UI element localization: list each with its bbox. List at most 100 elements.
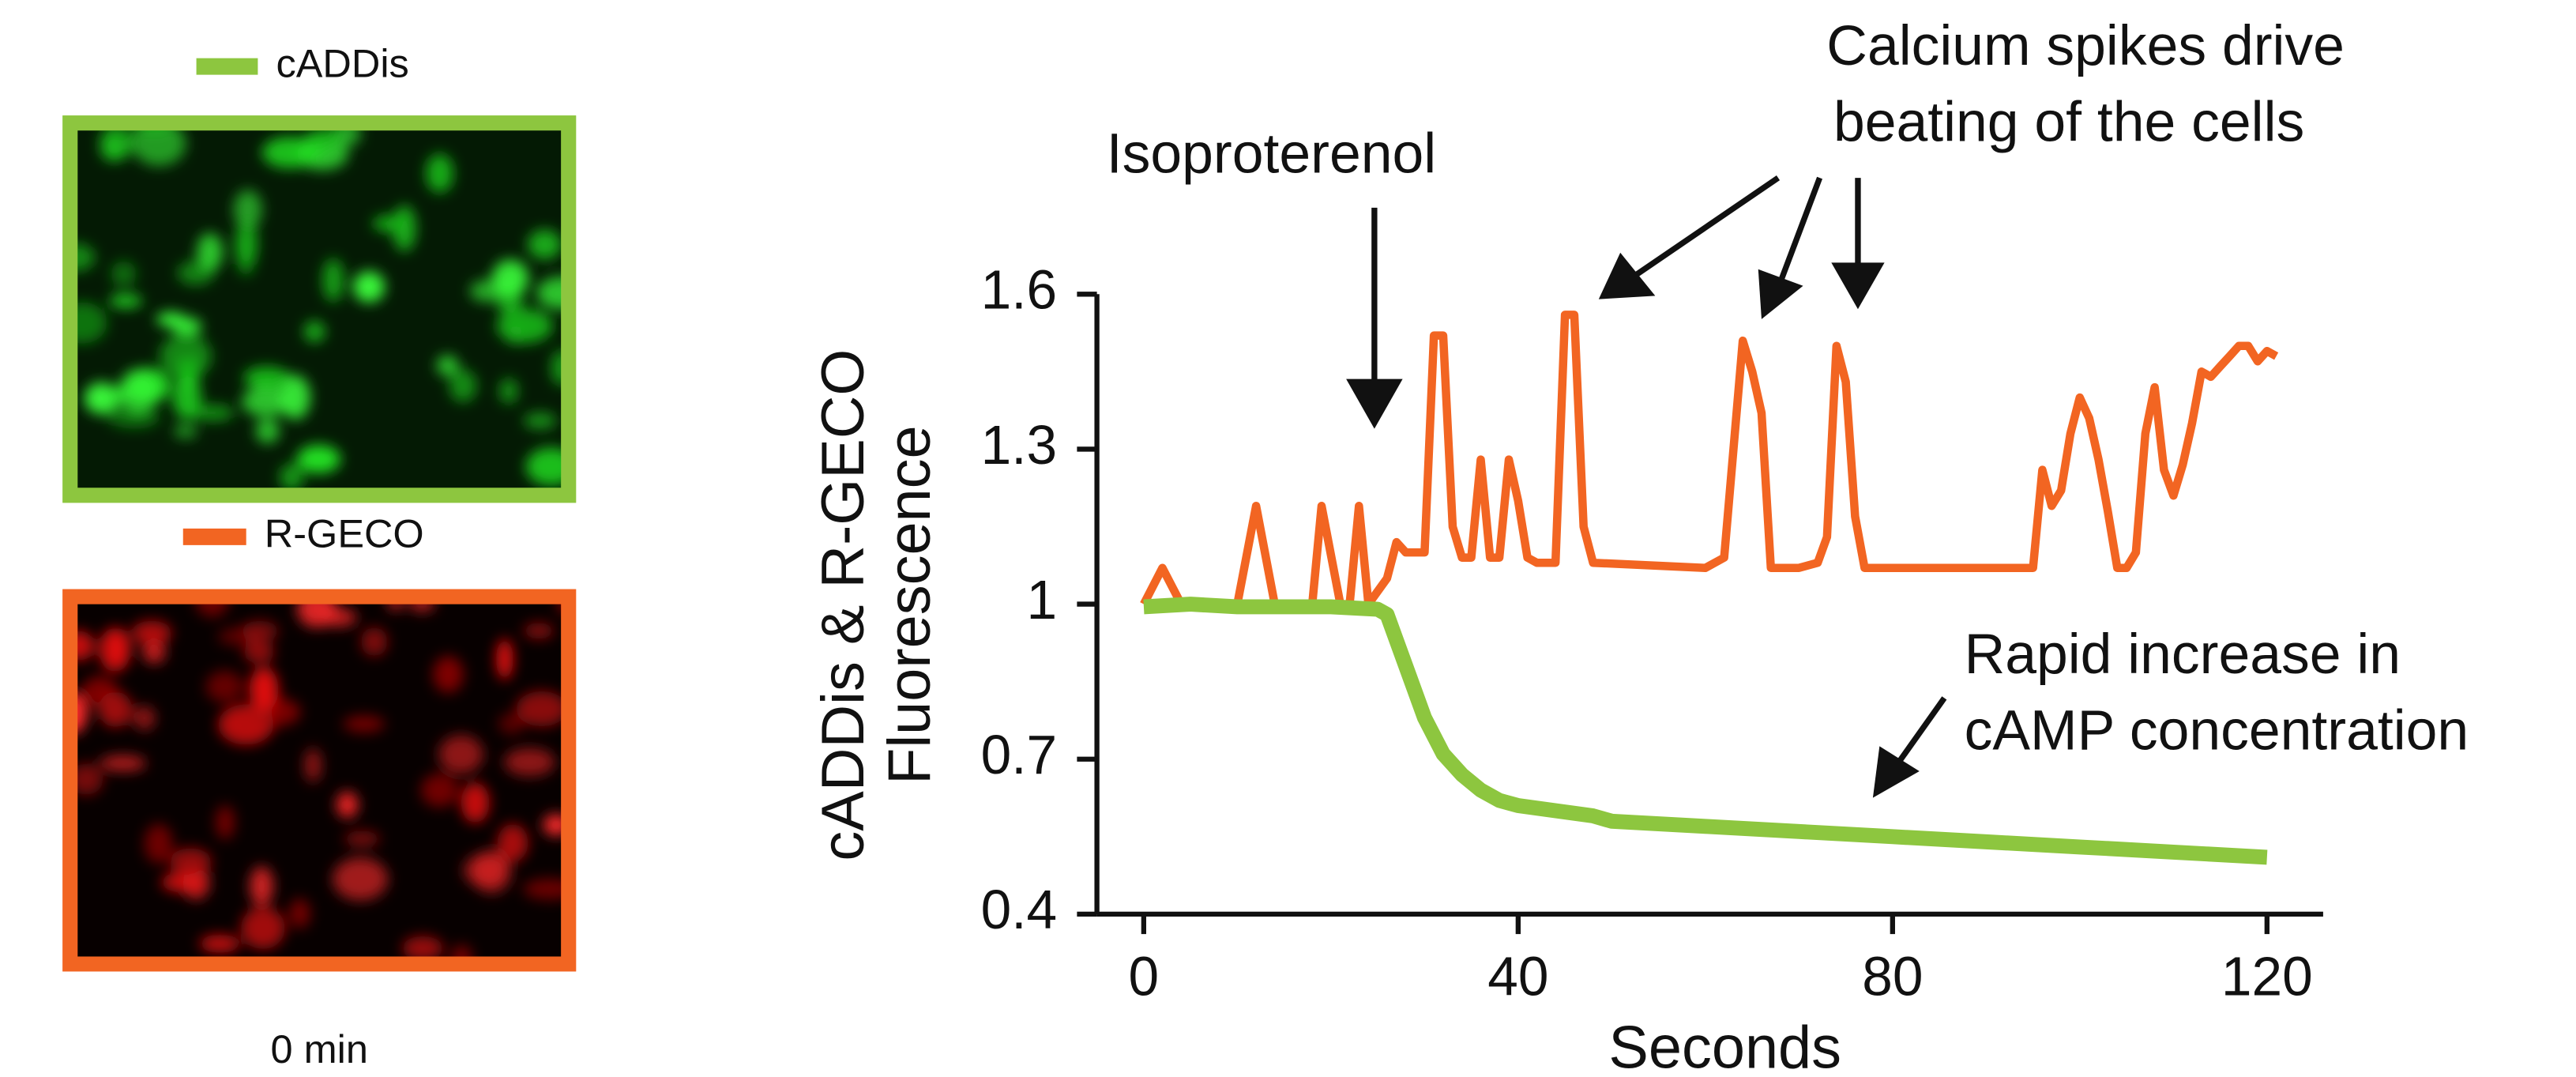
cell [426, 153, 453, 193]
cell [436, 355, 459, 376]
cell [333, 857, 389, 901]
x-tick-label: 120 [2221, 945, 2313, 1007]
cell [497, 823, 528, 862]
cell [344, 830, 381, 848]
cell [71, 763, 103, 796]
cell [498, 713, 525, 735]
cell [525, 447, 567, 486]
cell [199, 934, 240, 953]
cell [461, 782, 490, 823]
cell [250, 866, 273, 906]
cell [169, 848, 212, 875]
cell [393, 205, 416, 252]
arrows [1346, 175, 1947, 798]
cell [303, 321, 325, 343]
cell [543, 814, 567, 836]
cell [109, 627, 127, 666]
annotation: beating of the cells [1833, 91, 2304, 154]
cell [205, 670, 244, 703]
cell [160, 872, 205, 893]
cell [243, 367, 290, 390]
cell [142, 641, 166, 664]
cell [499, 378, 518, 404]
cell [504, 325, 525, 345]
annotation: Rapid increase in [1965, 623, 2401, 686]
series-line [1140, 311, 2279, 608]
cell [84, 382, 119, 415]
x-tick-label: 80 [1862, 945, 1923, 1007]
cell [496, 308, 553, 344]
annotation: cAMP concentration [1965, 699, 2469, 763]
cell [516, 691, 567, 727]
y-tick-label: 0.4 [981, 879, 1057, 940]
cell [297, 598, 337, 628]
cell [132, 124, 186, 166]
cell [463, 853, 508, 887]
cell [360, 627, 388, 657]
cell [289, 898, 310, 928]
cell [131, 620, 172, 646]
cell [100, 137, 125, 162]
cell [240, 906, 285, 950]
cell [336, 791, 359, 819]
cell [536, 277, 567, 310]
cell [233, 190, 262, 230]
x-tick-label: 40 [1487, 945, 1548, 1007]
cell [523, 623, 555, 639]
cell [99, 755, 147, 771]
cadd-image [62, 115, 577, 503]
cell [215, 805, 235, 840]
cell [243, 642, 275, 664]
cell [197, 233, 224, 271]
cell [218, 627, 262, 646]
y-axis-title: Fluorescence [876, 425, 943, 785]
y-axis-title: cADDis & R-GECO [810, 349, 877, 861]
x-axis-title: Seconds [1608, 1014, 1841, 1077]
cell [322, 258, 344, 302]
cell [353, 271, 385, 303]
cell [523, 878, 567, 900]
cell [160, 333, 212, 379]
cell [144, 823, 173, 864]
cell [343, 715, 385, 732]
y-tick-label: 1 [1027, 569, 1058, 631]
y-tick-label: 1.3 [981, 414, 1057, 476]
cell [156, 312, 186, 327]
x-tick-label: 0 [1129, 945, 1160, 1007]
annotation: Calcium spikes drive [1826, 14, 2345, 77]
cell [527, 229, 562, 260]
green-cells [71, 124, 567, 491]
annotation: Isoproterenol [1107, 122, 1436, 186]
frame [62, 589, 577, 972]
cell [71, 302, 107, 344]
legend-label: R-GECO [265, 511, 424, 556]
cell [402, 936, 444, 961]
cell [449, 369, 477, 402]
image-caption: 0 min [271, 1026, 368, 1071]
cell [504, 747, 555, 777]
y-tick-label: 0.7 [981, 724, 1057, 785]
cell [71, 243, 96, 272]
cell [111, 261, 137, 288]
cell [304, 747, 322, 782]
cell [172, 375, 201, 420]
cell [296, 444, 341, 474]
cell [174, 424, 197, 439]
cell [134, 706, 156, 731]
cell [372, 215, 404, 232]
cell [438, 735, 483, 774]
cell [496, 638, 513, 680]
cell [433, 656, 464, 693]
cell [109, 294, 143, 308]
cell [255, 418, 280, 444]
cell [81, 676, 118, 708]
cell [523, 412, 557, 429]
cell [241, 386, 290, 417]
cell [420, 773, 459, 808]
y-tick-label: 1.6 [981, 259, 1057, 321]
cell [261, 136, 318, 169]
frame [62, 115, 577, 503]
series-line [1143, 597, 2268, 865]
cell [279, 463, 304, 491]
